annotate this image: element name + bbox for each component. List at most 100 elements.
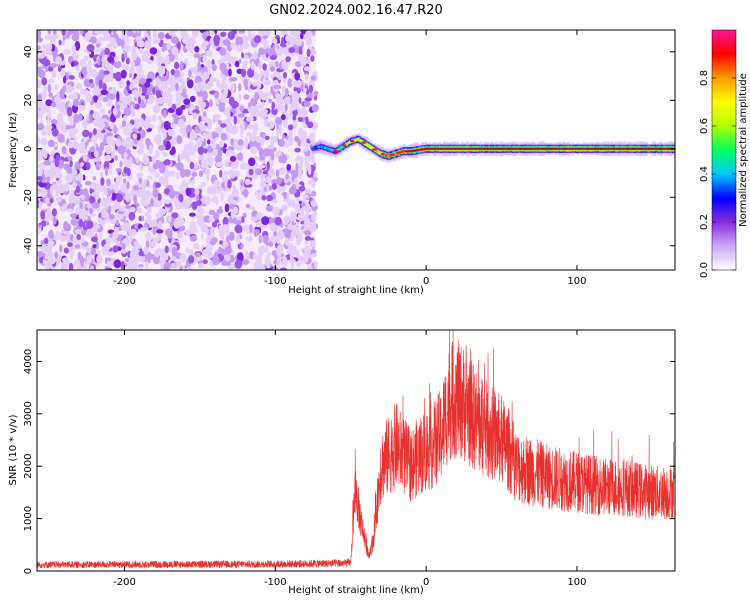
noise-blob — [37, 66, 43, 72]
noise-blob — [225, 245, 232, 255]
noise-blob — [247, 68, 255, 78]
noise-blob — [139, 265, 143, 270]
noise-blob — [237, 139, 244, 146]
noise-blob — [291, 220, 295, 226]
noise-blob — [37, 250, 43, 258]
noise-blob — [122, 178, 127, 185]
noise-blob — [232, 188, 240, 198]
noise-blob — [69, 213, 77, 219]
noise-blob — [256, 212, 263, 220]
noise-blob — [41, 128, 47, 136]
noise-blob — [170, 262, 176, 268]
noise-blob — [189, 212, 196, 217]
noise-blob — [37, 151, 43, 160]
noise-blob — [60, 101, 66, 111]
noise-blob — [199, 121, 203, 130]
noise-blob — [311, 104, 319, 113]
noise-blob — [52, 30, 57, 36]
noise-blob — [277, 48, 282, 57]
noise-blob — [201, 140, 207, 146]
noise-blob — [96, 43, 101, 48]
noise-blob — [92, 111, 101, 120]
noise-blob — [287, 124, 294, 131]
noise-blob — [41, 174, 46, 184]
noise-blob — [278, 76, 283, 81]
noise-blob — [192, 67, 198, 75]
noise-blob — [275, 60, 279, 68]
noise-blob — [257, 104, 263, 110]
noise-blob — [123, 166, 129, 174]
noise-blob — [220, 132, 227, 141]
noise-blob — [131, 30, 139, 39]
noise-blob — [37, 37, 43, 43]
noise-blob — [47, 30, 52, 35]
noise-blob — [229, 83, 236, 92]
noise-blob — [299, 131, 308, 141]
noise-blob — [109, 37, 117, 46]
noise-blob — [284, 141, 289, 148]
noise-blob — [74, 40, 81, 51]
noise-blob — [285, 87, 289, 98]
noise-blob — [254, 263, 263, 270]
noise-blob — [303, 66, 312, 72]
noise-blob — [83, 91, 89, 98]
noise-blob — [264, 135, 270, 141]
noise-blob — [72, 169, 78, 175]
noise-blob — [125, 123, 133, 129]
noise-blob — [101, 208, 108, 219]
noise-blob — [267, 47, 275, 57]
noise-blob — [198, 184, 203, 190]
noise-blob — [231, 200, 238, 205]
noise-blob — [168, 31, 175, 36]
noise-blob — [224, 181, 228, 187]
noise-blob — [267, 167, 275, 177]
noise-blob — [72, 141, 80, 150]
noise-blob — [40, 220, 47, 227]
noise-blob — [43, 85, 48, 94]
noise-blob — [271, 199, 278, 204]
noise-blob — [113, 60, 122, 69]
noise-blob — [272, 147, 277, 152]
noise-blob — [194, 46, 200, 53]
noise-blob — [89, 227, 98, 233]
noise-blob — [132, 185, 139, 192]
noise-blob — [88, 207, 94, 214]
noise-blob — [291, 170, 299, 179]
noise-blob — [283, 192, 287, 200]
noise-blob — [115, 104, 121, 110]
snr-series-line — [37, 330, 675, 569]
noise-blob — [152, 104, 161, 114]
noise-blob — [138, 215, 142, 221]
noise-blob — [282, 256, 288, 267]
noise-blob — [266, 161, 270, 171]
noise-blob — [277, 103, 282, 113]
noise-blob — [113, 124, 118, 134]
noise-blob — [237, 113, 246, 118]
noise-blob — [102, 83, 107, 92]
noise-blob — [224, 159, 229, 168]
noise-blob — [37, 176, 43, 181]
y-tick-label: 0 — [23, 146, 34, 152]
noise-blob — [121, 53, 125, 63]
y-tick-label: 40 — [23, 45, 34, 58]
noise-blob — [73, 135, 77, 145]
noise-blob — [310, 55, 315, 62]
noise-blob — [86, 161, 91, 171]
noise-blob — [128, 211, 136, 221]
noise-blob — [111, 235, 116, 243]
noise-blob — [131, 158, 138, 164]
noise-blob — [77, 173, 84, 182]
noise-blob — [309, 132, 316, 143]
noise-blob — [233, 142, 238, 149]
noise-blob — [268, 120, 275, 130]
noise-blob — [67, 242, 73, 247]
noise-blob — [303, 100, 311, 108]
noise-blob — [278, 155, 282, 164]
noise-blob — [294, 135, 300, 142]
noise-blob — [196, 137, 203, 148]
noise-blob — [169, 149, 175, 156]
noise-blob — [135, 157, 140, 164]
noise-blob — [176, 232, 184, 239]
noise-blob — [158, 208, 167, 216]
noise-blob — [144, 189, 152, 199]
